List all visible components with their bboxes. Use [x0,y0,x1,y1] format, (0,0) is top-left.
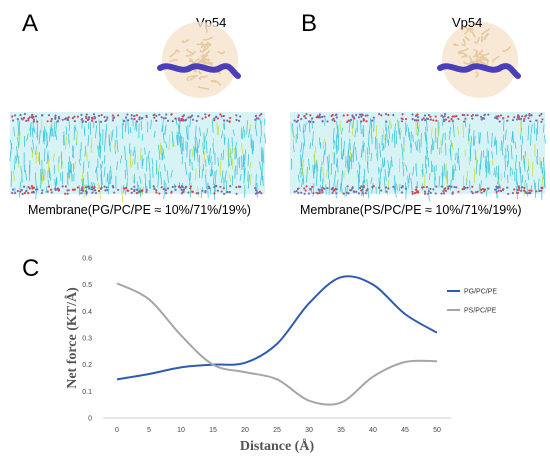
x-axis-title: Distance (Å) [240,438,315,454]
x-tick-label: 30 [305,427,313,434]
y-tick-label: 0.1 [82,389,92,396]
legend-label: PG/PC/PE [464,289,497,296]
x-tick-label: 25 [273,427,281,434]
x-tick-label: 10 [177,427,185,434]
x-tick-label: 15 [209,427,217,434]
legend-label: PS/PC/PE [464,308,497,315]
x-tick-label: 45 [401,427,409,434]
panel-a-letter: A [22,10,39,37]
panel-b-protein-label: Vp54 [452,15,483,30]
x-tick-label: 50 [433,427,441,434]
y-tick-label: 0.5 [82,282,92,289]
panel-c-letter: C [22,255,40,282]
y-tick-label: 0.2 [82,362,92,369]
y-tick-label: 0.6 [82,256,92,263]
series-line-1 [116,275,438,381]
panel-b-membrane-caption: Membrane(PS/PC/PE ≈ 10%/71%/19%) [300,203,522,217]
panel-a-membrane-caption: Membrane(PG/PC/PE ≈ 10%/71%/19%) [28,203,251,217]
x-tick-label: 5 [147,427,151,434]
x-tick-label: 40 [369,427,377,434]
x-tick-label: 0 [115,427,119,434]
y-tick-label: 0.3 [82,336,92,343]
panel-b-letter: B [301,10,318,37]
y-tick-label: 0 [88,416,92,423]
x-tick-label: 20 [241,427,249,434]
y-tick-label: 0.4 [82,309,92,316]
y-axis-title: Net force (KT/Å) [64,287,80,389]
series-line-2 [116,282,438,406]
x-tick-label: 35 [337,427,345,434]
